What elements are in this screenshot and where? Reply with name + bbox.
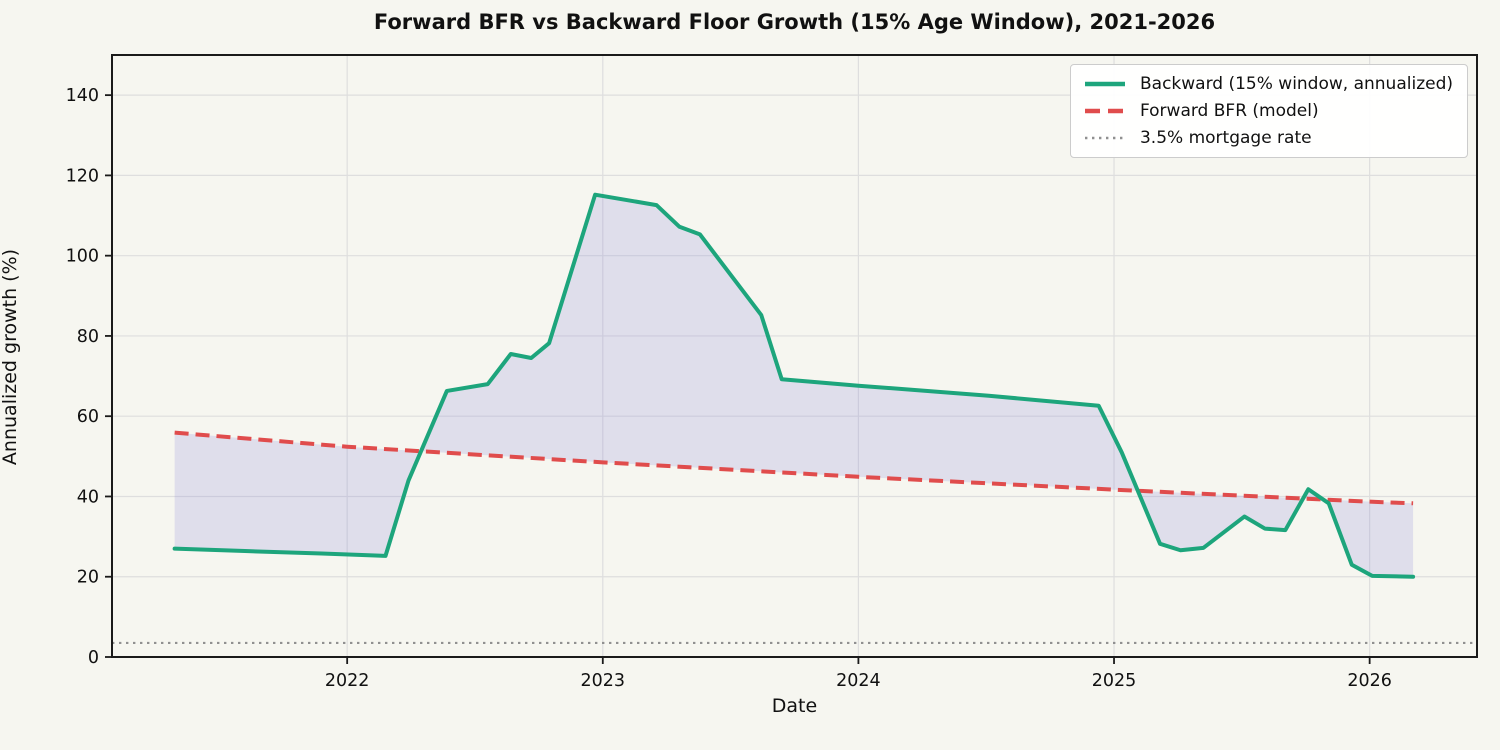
x-tick-label: 2025 [1092, 671, 1137, 691]
chart-title: Forward BFR vs Backward Floor Growth (15… [373, 10, 1216, 34]
y-tick-label: 40 [77, 487, 99, 507]
y-axis-label: Annualized growth (%) [0, 248, 21, 466]
forward-bfr-line [174, 430, 1414, 506]
y-tick-label: 20 [77, 568, 99, 588]
y-tick-label: 60 [77, 407, 99, 427]
legend-label-backward: Backward (15% window, annualized) [1139, 74, 1453, 94]
x-tick-label: 2022 [325, 671, 370, 691]
x-axis-label: Date [771, 695, 818, 717]
legend-item-forward: Forward BFR (model) [1083, 101, 1453, 121]
legend-label-forward: Forward BFR (model) [1139, 101, 1319, 121]
legend-item-backward: Backward (15% window, annualized) [1083, 74, 1453, 94]
legend-label-mortgage: 3.5% mortgage rate [1139, 128, 1312, 148]
y-tick-label: 0 [88, 648, 99, 668]
legend-line-dashed-icon [1084, 108, 1125, 114]
x-tick-label: 2024 [836, 671, 881, 691]
y-tick-label: 140 [66, 86, 99, 106]
y-tick-label: 120 [66, 166, 99, 186]
x-tick-label: 2023 [581, 671, 626, 691]
legend-line-dotted-icon [1084, 136, 1125, 140]
backward-growth-line [172, 192, 1416, 579]
y-tick-label: 80 [77, 327, 99, 347]
x-tick-label: 2026 [1347, 671, 1392, 691]
legend: Backward (15% window, annualized) Forwar… [1069, 64, 1468, 158]
fill-between-region [174, 194, 1414, 577]
legend-item-mortgage: 3.5% mortgage rate [1083, 128, 1453, 148]
y-tick-label: 100 [66, 247, 99, 267]
legend-line-solid-icon [1084, 81, 1125, 87]
axes-spines [111, 54, 1478, 658]
